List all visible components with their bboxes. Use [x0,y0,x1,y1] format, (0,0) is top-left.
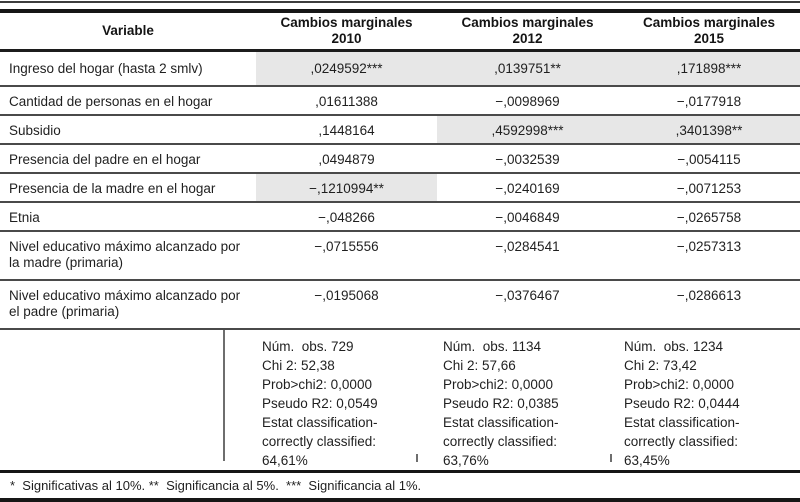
column-header-variable: Variable [0,13,256,52]
table-row: Nivel educativo máximo alcanzado por la … [0,230,800,281]
value-cell: −,0240169 [437,172,618,203]
table-row: Etnia −,048266 −,0046849 −,0265758 [0,201,800,232]
marginal-effects-table: Variable Cambios marginales 2010 Cambios… [0,13,800,470]
model-stats-2012: Núm. obs. 1134 Chi 2: 57,66 Prob>chi2: 0… [443,338,559,468]
value-cell: −,0177918 [618,85,800,116]
value-cell-significant: ,0249592*** [256,50,437,87]
value-cell-significant: −,1210994** [256,172,437,203]
value-cell: ,1448164 [256,114,437,145]
value-cell: −,0715556 [256,230,437,281]
cell-border-artifact [416,454,418,462]
variable-label: Nivel educativo máximo alcanzado por la … [0,230,256,281]
table-row: Ingreso del hogar (hasta 2 smlv) ,024959… [0,50,800,87]
stats-empty-cell [0,329,256,470]
value-cell: ,0494879 [256,143,437,174]
value-cell: −,0046849 [437,201,618,232]
value-cell: −,0054115 [618,143,800,174]
value-cell: −,0376467 [437,279,618,330]
value-cell-significant: ,4592998*** [437,114,618,145]
value-cell: −,048266 [256,201,437,232]
model-stats-2015: Núm. obs. 1234 Chi 2: 73,42 Prob>chi2: 0… [624,338,740,468]
value-cell: ,01611388 [256,85,437,116]
value-cell-significant: ,3401398** [618,114,800,145]
variable-label: Cantidad de personas en el hogar [0,85,256,116]
header-row: Variable Cambios marginales 2010 Cambios… [0,13,800,52]
table-row: Cantidad de personas en el hogar ,016113… [0,85,800,116]
value-cell-significant: ,0139751** [437,50,618,87]
value-cell: −,0286613 [618,279,800,330]
value-cell: −,0265758 [618,201,800,232]
variable-label: Presencia de la madre en el hogar [0,172,256,203]
table-top-inner-rule [0,9,800,13]
table-row: Presencia de la madre en el hogar −,1210… [0,172,800,203]
model-stats-2010: Núm. obs. 729 Chi 2: 52,38 Prob>chi2: 0,… [262,338,378,468]
table-top-outer-rule [0,1,800,3]
variable-label: Presencia del padre en el hogar [0,143,256,174]
column-header-2010: Cambios marginales 2010 [256,13,437,52]
value-cell-significant: ,171898*** [618,50,800,87]
value-cell: −,0071253 [618,172,800,203]
value-cell: −,0032539 [437,143,618,174]
cell-border-artifact [610,454,612,462]
variable-label: Etnia [0,201,256,232]
significance-footnote: * Significativas al 10%. ** Significanci… [0,469,800,502]
column-header-2012: Cambios marginales 2012 [437,13,618,52]
value-cell: −,0195068 [256,279,437,330]
table-row: Presencia del padre en el hogar ,0494879… [0,143,800,174]
model-statistics-row: Núm. obs. 729 Chi 2: 52,38 Prob>chi2: 0,… [0,329,800,470]
variable-label: Ingreso del hogar (hasta 2 smlv) [0,50,256,87]
table-row: Subsidio ,1448164 ,4592998*** ,3401398** [0,114,800,145]
value-cell: −,0098969 [437,85,618,116]
variable-label: Nivel educativo máximo alcanzado por el … [0,279,256,330]
value-cell: −,0257313 [618,230,800,281]
value-cell: −,0284541 [437,230,618,281]
cell-border-artifact [223,330,225,461]
variable-label: Subsidio [0,114,256,145]
column-header-2015: Cambios marginales 2015 [618,13,800,52]
table-row: Nivel educativo máximo alcanzado por el … [0,279,800,330]
